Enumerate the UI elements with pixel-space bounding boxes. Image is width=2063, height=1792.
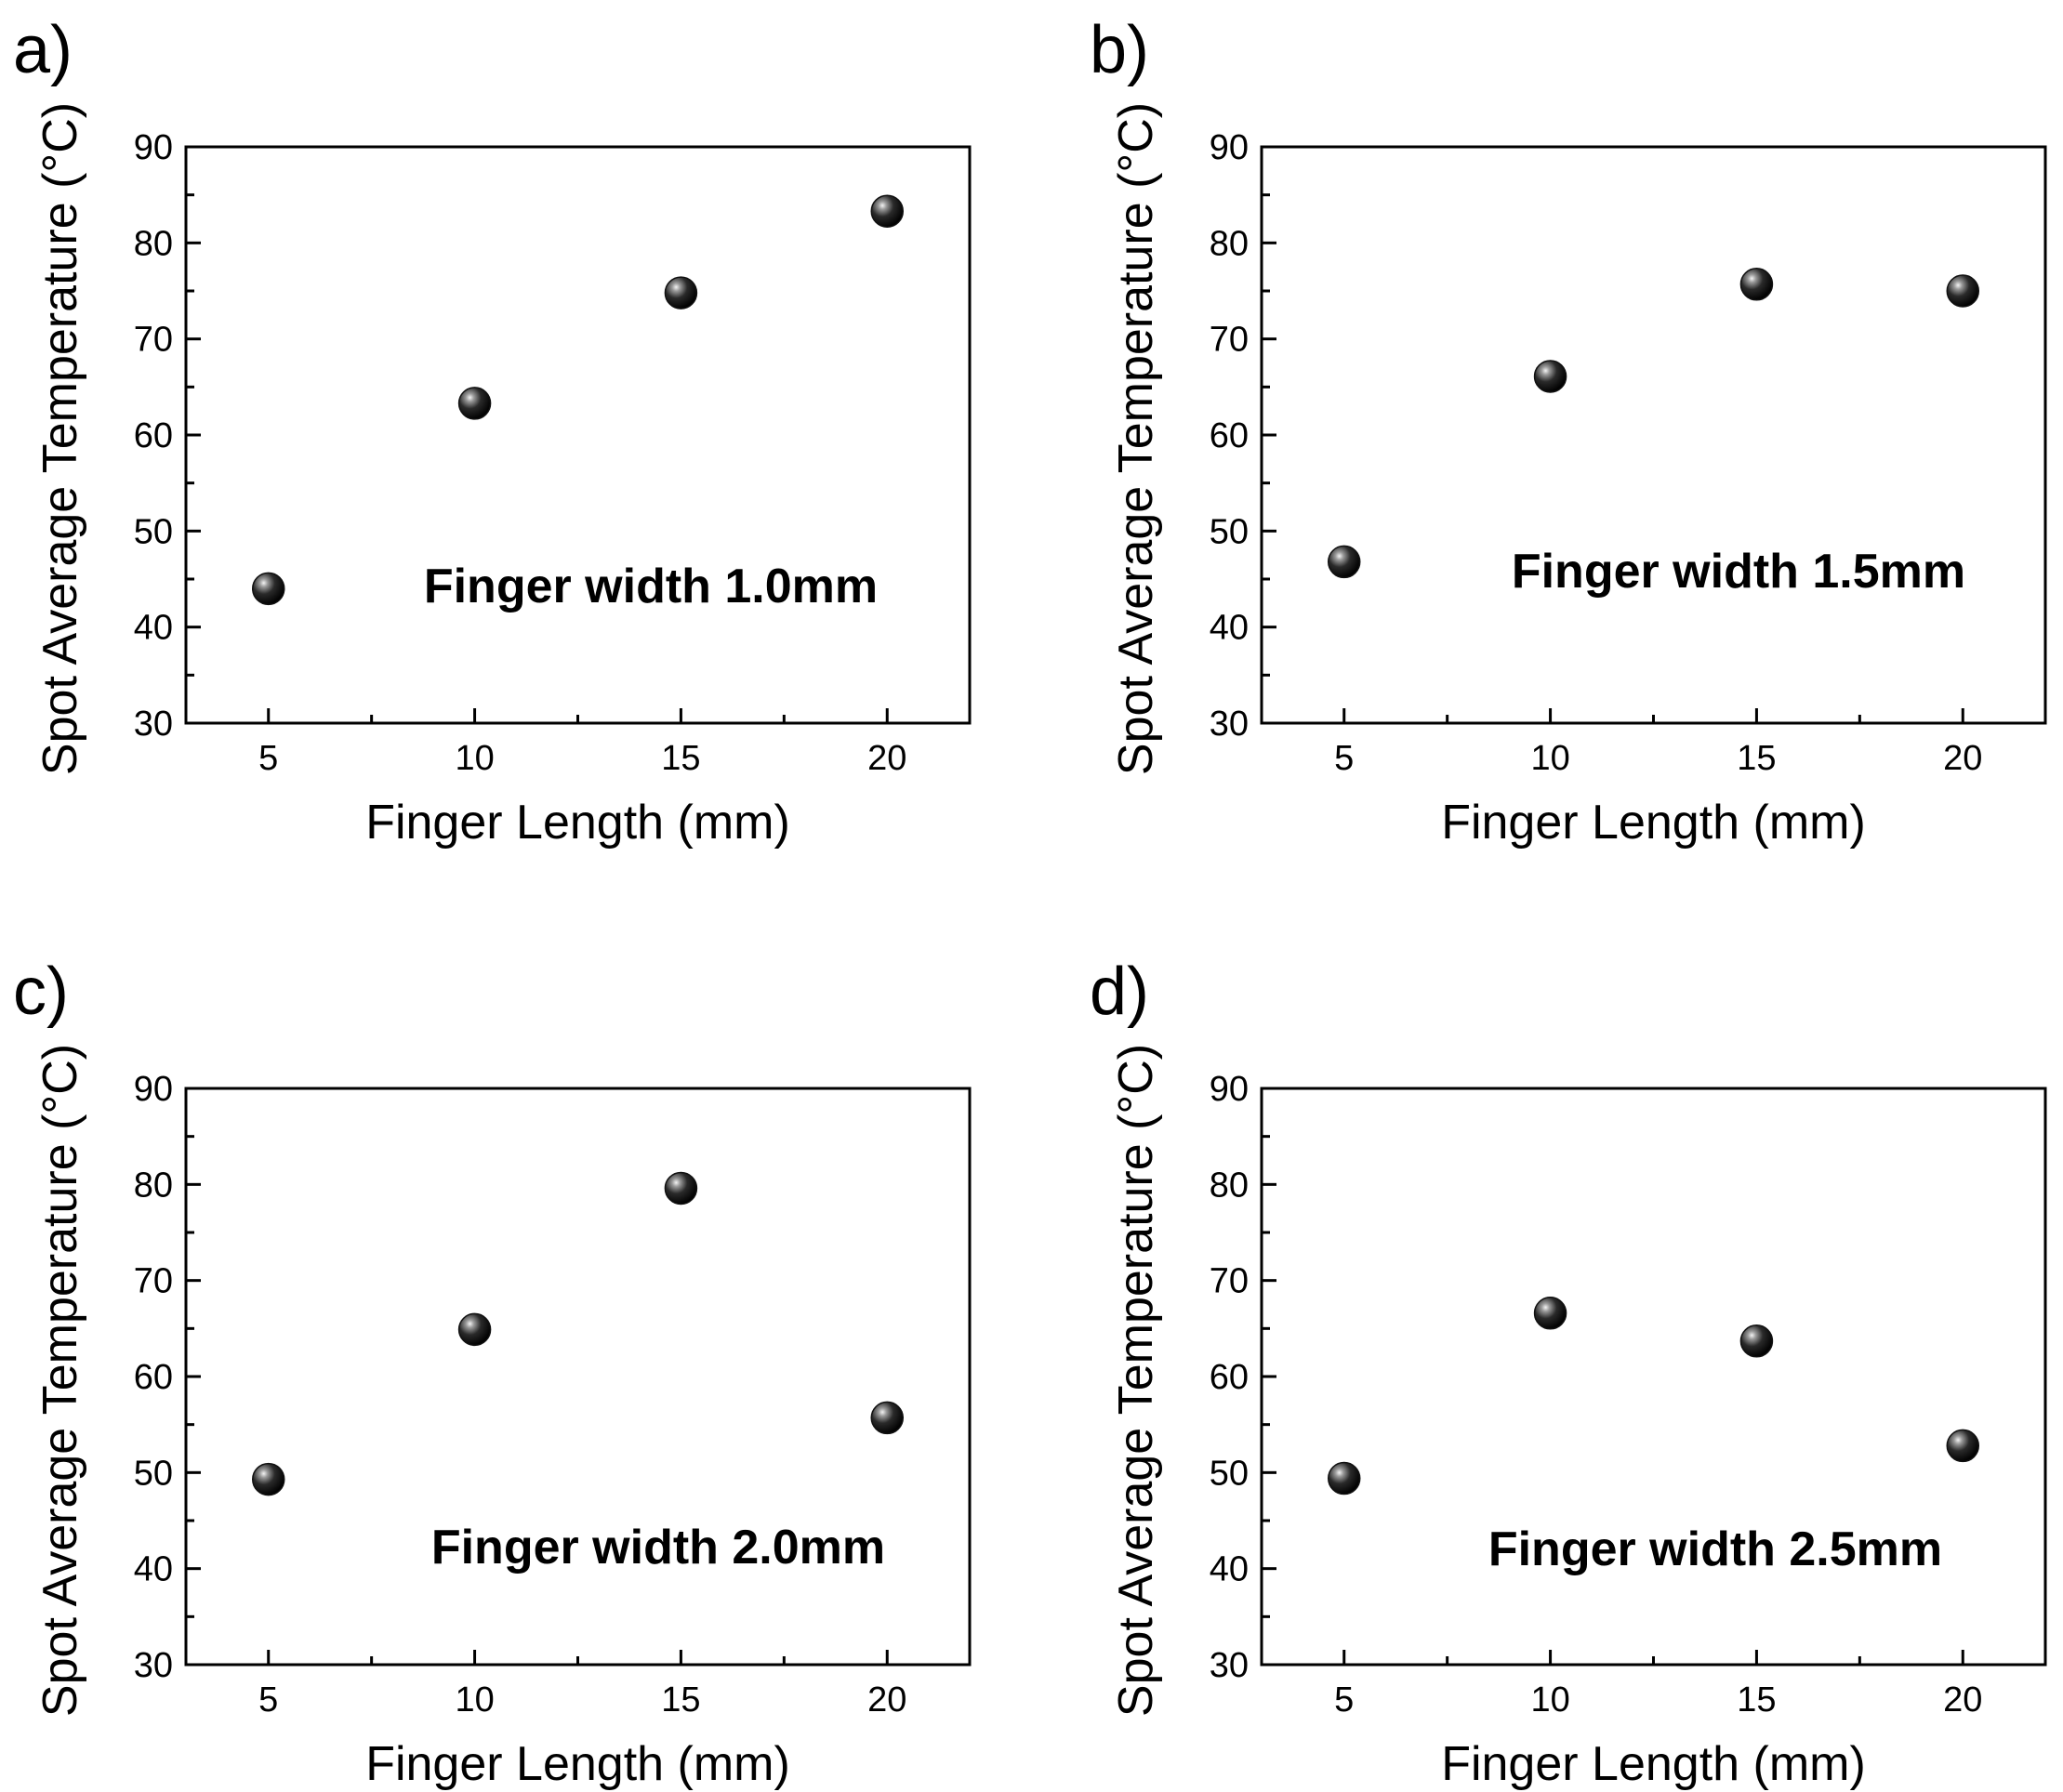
data-point <box>251 572 285 606</box>
y-tick-label: 60 <box>1210 1358 1249 1397</box>
data-point <box>457 1312 492 1347</box>
x-axis-label: Finger Length (mm) <box>1441 796 1866 850</box>
chart-panel-3: c) 30 40 50 60 70 80 90 5 10 15 20 Finger Length (mm… <box>13 955 972 1791</box>
finger-width-annotation: Finger width 1.0mm <box>424 560 878 613</box>
y-tick-label: 90 <box>1210 128 1249 167</box>
x-tick-label: 15 <box>661 1680 700 1720</box>
y-axis-label: Spot Average Temperature (°C) <box>33 102 87 775</box>
data-point <box>664 1171 698 1206</box>
y-tick-label: 90 <box>1210 1070 1249 1109</box>
y-tick-label: 80 <box>1210 1166 1249 1205</box>
x-tick-label: 20 <box>867 1680 906 1720</box>
data-point <box>1739 268 1774 301</box>
data-point <box>1533 360 1567 393</box>
y-tick-label: 80 <box>134 1166 173 1205</box>
chart-panel-4: d) 30 40 50 60 70 80 90 5 10 15 20 Finger Length (mm… <box>1090 955 2047 1791</box>
panel-label: b) <box>1090 13 1149 87</box>
panel-label: c) <box>13 955 69 1029</box>
data-point <box>1327 1461 1361 1496</box>
finger-width-annotation: Finger width 2.5mm <box>1488 1522 1942 1576</box>
plot-frame <box>1260 1087 2047 1667</box>
y-tick-label: 30 <box>1210 1646 1249 1685</box>
x-tick-label: 15 <box>1737 739 1776 778</box>
y-axis-label: Spot Average Temperature (°C) <box>33 1044 87 1717</box>
x-tick-label: 5 <box>1334 739 1354 778</box>
data-point <box>251 1462 285 1496</box>
y-tick-label: 60 <box>1210 416 1249 455</box>
chart-panel-1: a) 30 40 50 60 70 80 90 5 10 15 20 Finger Length (mm… <box>13 13 972 850</box>
y-tick-label: 90 <box>134 128 173 167</box>
x-axis-label: Finger Length (mm) <box>365 1737 790 1791</box>
y-tick-label: 30 <box>134 1646 173 1685</box>
plot-frame <box>184 145 972 725</box>
finger-width-annotation: Finger width 2.0mm <box>431 1521 885 1575</box>
y-tick-label: 40 <box>1210 1550 1249 1589</box>
x-tick-label: 20 <box>867 739 906 778</box>
plot-frame <box>1260 145 2047 725</box>
y-tick-label: 60 <box>134 1358 173 1397</box>
x-tick-label: 5 <box>1334 1680 1354 1720</box>
y-tick-label: 60 <box>134 416 173 455</box>
y-tick-label: 30 <box>1210 705 1249 744</box>
x-tick-label: 10 <box>455 1680 494 1720</box>
data-point <box>870 194 905 228</box>
panel-label: a) <box>13 13 73 87</box>
data-point <box>457 387 492 420</box>
data-point <box>1533 1297 1567 1330</box>
x-tick-label: 10 <box>1530 739 1569 778</box>
data-point <box>664 276 698 310</box>
y-tick-label: 80 <box>134 224 173 263</box>
x-tick-label: 5 <box>258 1680 278 1720</box>
x-tick-label: 15 <box>1737 1680 1776 1720</box>
data-point <box>870 1401 905 1435</box>
x-tick-label: 20 <box>1943 739 1982 778</box>
data-point <box>1327 545 1361 579</box>
x-tick-label: 5 <box>258 739 278 778</box>
y-tick-label: 50 <box>134 1454 173 1493</box>
data-point <box>1946 1429 1980 1463</box>
finger-width-annotation: Finger width 1.5mm <box>1512 545 1965 599</box>
chart-panel-2: b) 30 40 50 60 70 80 90 5 10 15 20 Finger Length (mm… <box>1090 13 2047 850</box>
y-tick-label: 50 <box>1210 512 1249 551</box>
y-tick-label: 70 <box>1210 1262 1249 1301</box>
x-axis-label: Finger Length (mm) <box>1441 1737 1866 1791</box>
panel-label: d) <box>1090 955 1149 1029</box>
x-axis-label: Finger Length (mm) <box>365 796 790 850</box>
x-tick-label: 20 <box>1943 1680 1982 1720</box>
y-tick-label: 90 <box>134 1070 173 1109</box>
data-point <box>1946 274 1980 308</box>
y-tick-label: 70 <box>1210 321 1249 360</box>
plot-frame <box>184 1087 972 1667</box>
y-tick-label: 30 <box>134 705 173 744</box>
y-tick-label: 70 <box>134 1262 173 1301</box>
data-point <box>1739 1324 1774 1358</box>
y-axis-label: Spot Average Temperature (°C) <box>1109 102 1163 775</box>
y-tick-label: 80 <box>1210 224 1249 263</box>
y-axis-label: Spot Average Temperature (°C) <box>1109 1044 1163 1717</box>
y-tick-label: 70 <box>134 321 173 360</box>
x-tick-label: 10 <box>1530 1680 1569 1720</box>
y-tick-label: 40 <box>134 1550 173 1589</box>
y-tick-label: 40 <box>1210 609 1249 648</box>
y-tick-label: 50 <box>1210 1454 1249 1493</box>
y-tick-label: 50 <box>134 512 173 551</box>
x-tick-label: 10 <box>455 739 494 778</box>
x-tick-label: 15 <box>661 739 700 778</box>
y-tick-label: 40 <box>134 609 173 648</box>
